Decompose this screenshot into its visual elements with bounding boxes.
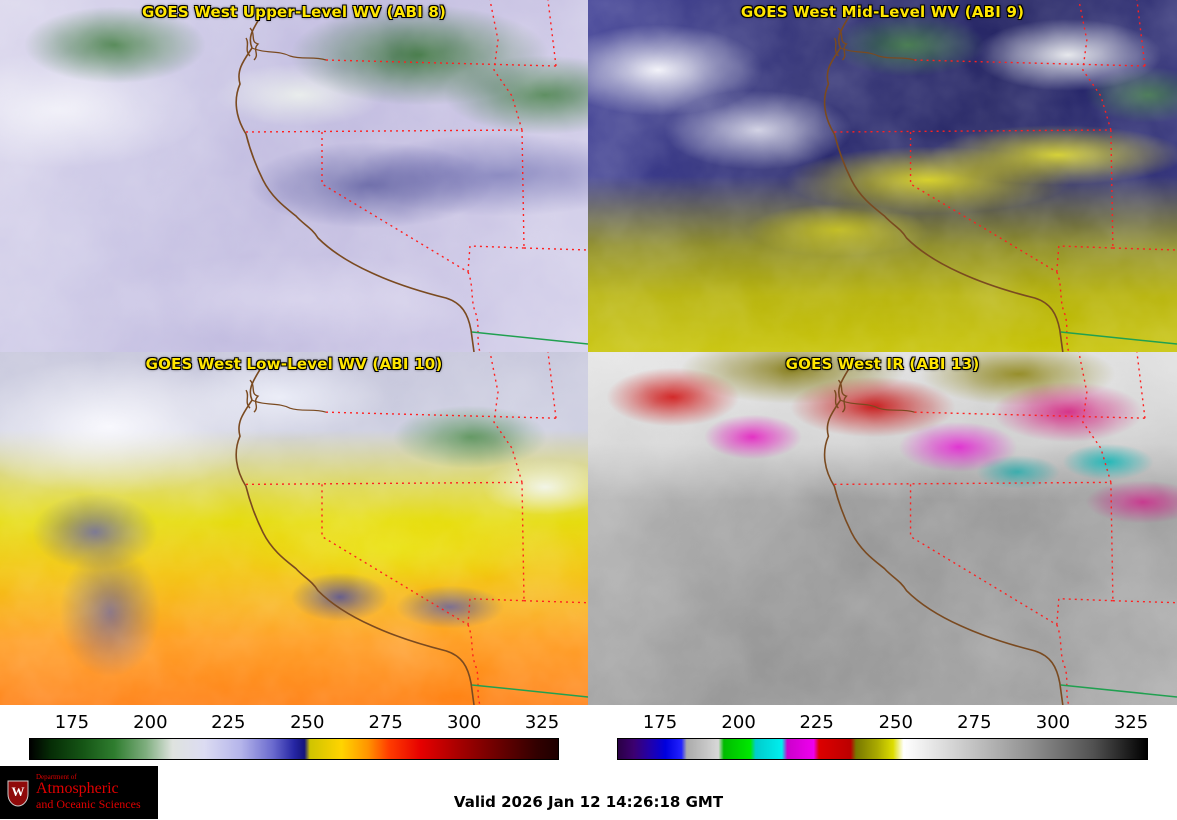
tick-label: 200 [133, 712, 168, 733]
logo-text: Department of Atmospheric and Oceanic Sc… [36, 773, 141, 812]
tick-label: 325 [1113, 712, 1149, 733]
tick-label: 250 [290, 712, 325, 733]
panel-title-abi9: GOES West Mid-Level WV (ABI 9) [740, 3, 1025, 21]
panel-low-level-wv: GOES West Low-Level WV (ABI 10) [0, 352, 588, 705]
panel-mid-level-wv: GOES West Mid-Level WV (ABI 9) [588, 0, 1177, 352]
panel-title-abi8: GOES West Upper-Level WV (ABI 8) [141, 3, 447, 21]
wv-colorbar-bar [29, 738, 559, 760]
ir-colorbar-ticks: 175 200 225 250 275 300 325 [617, 712, 1148, 736]
satellite-imagery-abi8 [0, 0, 588, 352]
ir-colorbar: 175 200 225 250 275 300 325 [588, 705, 1177, 765]
satellite-imagery-abi13 [588, 352, 1177, 705]
panel-title-abi13: GOES West IR (ABI 13) [785, 355, 980, 373]
wv-colorbar: 175 200 225 250 275 300 325 [0, 705, 588, 765]
tick-label: 275 [368, 712, 403, 733]
uw-crest-icon: W [7, 780, 29, 807]
uw-aos-logo: W Department of Atmospheric and Oceanic … [0, 766, 158, 819]
satellite-imagery-abi9 [588, 0, 1177, 352]
svg-text:W: W [12, 784, 25, 799]
panel-title-abi10: GOES West Low-Level WV (ABI 10) [145, 355, 443, 373]
panel-ir: GOES West IR (ABI 13) [588, 352, 1177, 705]
tick-label: 300 [446, 712, 482, 733]
tick-label: 200 [721, 712, 756, 733]
wv-colorbar-ticks: 175 200 225 250 275 300 325 [29, 712, 559, 736]
tick-label: 175 [54, 712, 90, 733]
logo-line-atmospheric: Atmospheric [36, 780, 119, 798]
tick-label: 225 [211, 712, 246, 733]
colorbar-row: 175 200 225 250 275 300 325 175 200 225 … [0, 705, 1177, 765]
tick-label: 175 [642, 712, 678, 733]
logo-line-oceanic: and Oceanic Sciences [36, 797, 141, 812]
tick-label: 325 [524, 712, 560, 733]
panel-upper-level-wv: GOES West Upper-Level WV (ABI 8) [0, 0, 588, 352]
ir-colorbar-bar [617, 738, 1148, 760]
logo-line-dept: Department of [36, 773, 77, 782]
tick-label: 250 [878, 712, 913, 733]
satellite-panel-grid: GOES West Upper-Level WV (ABI 8) GOES We… [0, 0, 1177, 705]
tick-label: 275 [957, 712, 992, 733]
satellite-imagery-abi10 [0, 352, 588, 705]
footer: W Department of Atmospheric and Oceanic … [0, 765, 1177, 820]
valid-time-label: Valid 2026 Jan 12 14:26:18 GMT [453, 793, 724, 811]
tick-label: 300 [1035, 712, 1071, 733]
tick-label: 225 [799, 712, 834, 733]
